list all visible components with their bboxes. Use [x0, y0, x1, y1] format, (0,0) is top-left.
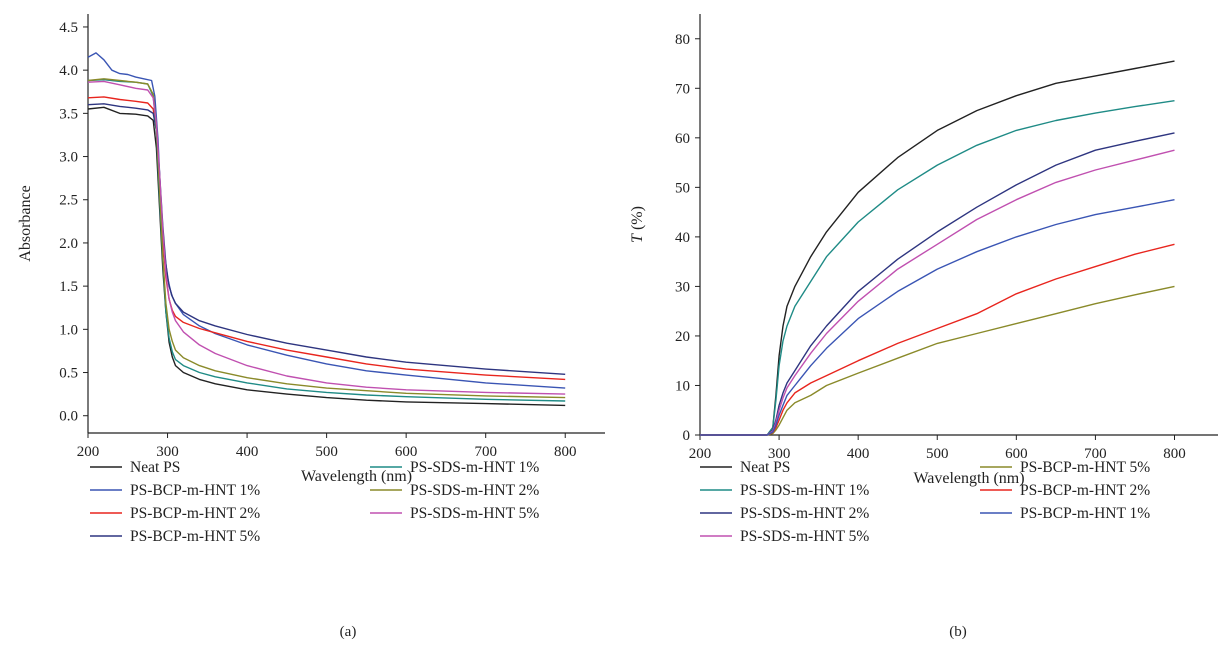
y-tick-label: 2.0	[59, 236, 78, 252]
legend-entry: PS-SDS-m-HNT 5%	[410, 505, 539, 522]
y-tick-label: 3.0	[59, 150, 78, 166]
y-axis-title: Absorbance	[17, 185, 34, 261]
y-tick-label: 1.5	[59, 279, 78, 295]
series-line-ps-sds-m-hnt-2	[87, 78, 566, 399]
x-tick-label: 400	[236, 444, 259, 460]
x-axis-title: Wavelength (nm)	[913, 470, 1024, 487]
x-tick-label: 800	[1163, 446, 1186, 462]
legend-entry: PS-SDS-m-HNT 2%	[410, 482, 539, 499]
legend-entry: PS-SDS-m-HNT 1%	[740, 482, 869, 499]
legend-entry: PS-BCP-m-HNT 5%	[1020, 459, 1150, 476]
x-tick-label: 500	[926, 446, 949, 462]
series-line-ps-sds-m-hnt-2	[700, 132, 1175, 436]
series-line-neat-ps	[700, 60, 1175, 436]
y-tick-label: 2.5	[59, 193, 78, 209]
y-tick-label: 0.0	[59, 409, 78, 425]
x-tick-label: 600	[1005, 446, 1028, 462]
legend-entry: PS-BCP-m-HNT 1%	[130, 482, 260, 499]
y-tick-label: 40	[675, 230, 690, 246]
chart-panel-b: 200 300 400 500 600 700 800 0 10 20 30 40 50 60 70 80 Wa…	[629, 14, 1218, 640]
legend-entry: PS-BCP-m-HNT 2%	[1020, 482, 1150, 499]
series-line-ps-bcp-m-hnt-5	[700, 285, 1175, 436]
x-tick-label: 300	[156, 444, 179, 460]
y-tick-label: 50	[675, 180, 690, 196]
legend-entry: PS-BCP-m-HNT 2%	[130, 505, 260, 522]
y-tick-label: 0	[683, 428, 691, 444]
x-tick-label: 500	[315, 444, 338, 460]
series-line-neat-ps	[87, 106, 566, 407]
legend-entry: PS-SDS-m-HNT 1%	[410, 459, 539, 476]
y-axis-title-symbol: T	[629, 233, 646, 243]
series-line-ps-bcp-m-hnt-1	[700, 199, 1175, 436]
x-tick-label: 200	[689, 446, 712, 462]
series-line-ps-sds-m-hnt-5	[87, 80, 566, 395]
legend-entry: PS-BCP-m-HNT 5%	[130, 528, 260, 545]
x-axis-title: Wavelength (nm)	[301, 468, 412, 485]
panel-caption: (a)	[340, 624, 357, 640]
y-tick-label: 1.0	[59, 322, 78, 338]
y-tick-label: 80	[675, 32, 690, 48]
chart-panel-a: 200 300 400 500 600 700 800 0.0 0.5 1.0 1.5 2.0 2.5 3…	[17, 14, 605, 640]
x-tick-label: 700	[474, 444, 497, 460]
series-line-ps-bcp-m-hnt-2	[700, 243, 1175, 436]
y-tick-label: 30	[675, 279, 690, 295]
series-line-ps-sds-m-hnt-1	[700, 100, 1175, 436]
y-axis-title-unit: (%)	[629, 206, 646, 234]
y-tick-label: 3.5	[59, 106, 78, 122]
series-line-ps-bcp-m-hnt-5	[87, 103, 566, 375]
x-tick-label: 700	[1084, 446, 1107, 462]
y-tick-label: 4.0	[59, 63, 78, 79]
y-axis-title: T (%)	[629, 206, 646, 243]
x-tick-label: 200	[77, 444, 100, 460]
legend: Neat PS PS-BCP-m-HNT 1% PS-BCP-m-HNT 2% PS-…	[90, 459, 539, 545]
y-tick-label: 10	[675, 378, 690, 394]
y-tick-label: 0.5	[59, 366, 78, 382]
y-tick-label: 4.5	[59, 20, 78, 36]
y-tick-label: 20	[675, 329, 690, 345]
x-tick-label: 400	[847, 446, 870, 462]
x-tick-label: 800	[554, 444, 577, 460]
legend-entry: PS-SDS-m-HNT 5%	[740, 528, 869, 545]
legend-entry: PS-BCP-m-HNT 1%	[1020, 505, 1150, 522]
y-tick-label: 60	[675, 131, 690, 147]
x-tick-label: 600	[395, 444, 418, 460]
series-line-ps-sds-m-hnt-1	[87, 78, 566, 402]
legend: Neat PS PS-SDS-m-HNT 1% PS-SDS-m-HNT 2% PS-…	[700, 459, 1150, 545]
series-line-ps-sds-m-hnt-5	[700, 149, 1175, 436]
legend-entry: Neat PS	[130, 459, 180, 476]
x-tick-label: 300	[768, 446, 791, 462]
panel-caption: (b)	[949, 624, 967, 640]
legend-entry: PS-SDS-m-HNT 2%	[740, 505, 869, 522]
y-tick-label: 70	[675, 81, 690, 97]
series-line-ps-bcp-m-hnt-2	[87, 96, 566, 381]
legend-entry: Neat PS	[740, 459, 790, 476]
